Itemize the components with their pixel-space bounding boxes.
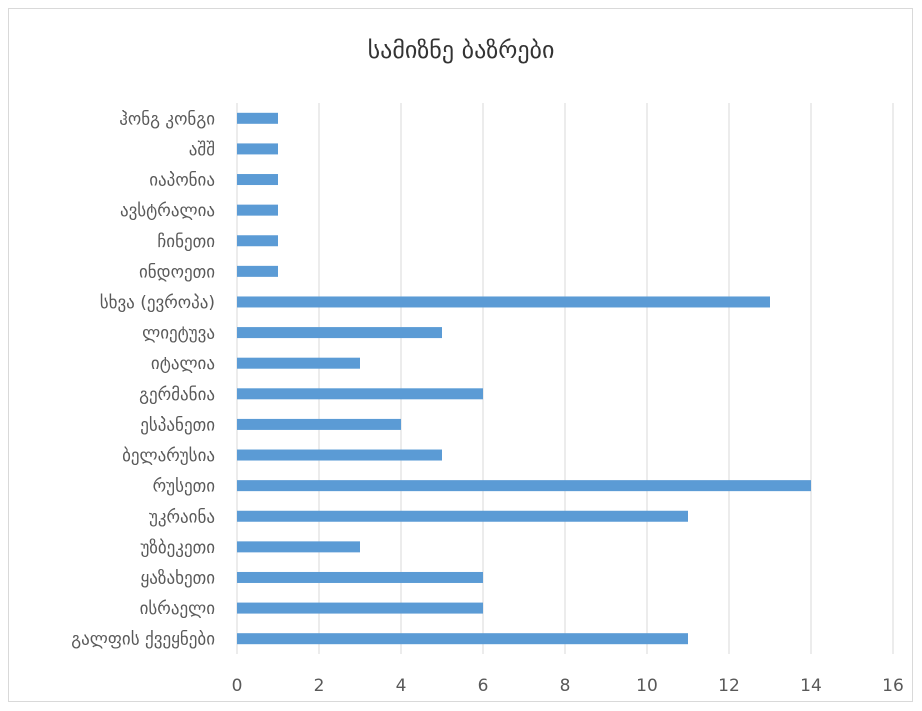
- bar: [237, 143, 278, 155]
- bar: [237, 112, 278, 124]
- category-label: რუსეთი: [153, 477, 215, 497]
- category-label: უკრაინა: [149, 507, 215, 527]
- category-label: იტალია: [151, 354, 215, 374]
- bar: [237, 541, 360, 553]
- x-tick-label: 0: [232, 676, 243, 696]
- x-tick-label: 2: [314, 676, 325, 696]
- category-label: ინდოეთი: [139, 262, 215, 282]
- bar: [237, 235, 278, 247]
- x-axis-tick-labels: 0 2 4 6 8 10 12 14 16: [232, 676, 904, 696]
- category-label: ჩინეთი: [157, 232, 215, 252]
- x-tick-label: 10: [636, 676, 658, 696]
- bar: [237, 174, 278, 186]
- bar: [237, 633, 688, 645]
- category-label: სხვა (ევროპა): [100, 293, 215, 313]
- x-tick-label: 12: [718, 676, 740, 696]
- bars: [237, 112, 811, 645]
- category-label: ესპანეთი: [140, 415, 215, 435]
- bar: [237, 602, 483, 614]
- category-label: ყაზახეთი: [141, 568, 216, 588]
- bar: [237, 418, 401, 430]
- bar: [237, 204, 278, 216]
- bar: [237, 357, 360, 369]
- category-label: აშშ: [189, 140, 215, 160]
- chart-title: სამიზნე ბაზრები: [368, 36, 555, 64]
- x-tick-label: 4: [396, 676, 407, 696]
- bar: [237, 327, 442, 339]
- category-label: ჰონგ კონგი: [119, 109, 215, 129]
- bar: [237, 510, 688, 522]
- category-label: უზბეკეთი: [140, 538, 215, 558]
- bar: [237, 571, 483, 583]
- category-label: ავსტრალია: [120, 201, 215, 221]
- category-label: ისრაელი: [140, 599, 215, 619]
- x-tick-label: 16: [882, 676, 904, 696]
- bar: [237, 480, 811, 492]
- category-labels: ჰონგ კონგი აშშ იაპონია ავსტრალია ჩინეთი ინდოე…: [71, 109, 215, 649]
- chart-frame: [8, 8, 913, 702]
- x-tick-label: 8: [560, 676, 571, 696]
- bar: [237, 296, 770, 308]
- x-tick-label: 6: [478, 676, 489, 696]
- bar: [237, 265, 278, 277]
- category-label: ლიეტუვა: [142, 324, 215, 344]
- bar: [237, 388, 483, 400]
- gridlines: [236, 103, 894, 654]
- category-label: იაპონია: [149, 171, 215, 191]
- bar: [237, 449, 442, 461]
- category-label: გერმანია: [139, 385, 215, 405]
- x-tick-label: 14: [800, 676, 822, 696]
- category-label: ბელარუსია: [122, 446, 215, 466]
- category-label: გალფის ქვეყნები: [71, 630, 215, 650]
